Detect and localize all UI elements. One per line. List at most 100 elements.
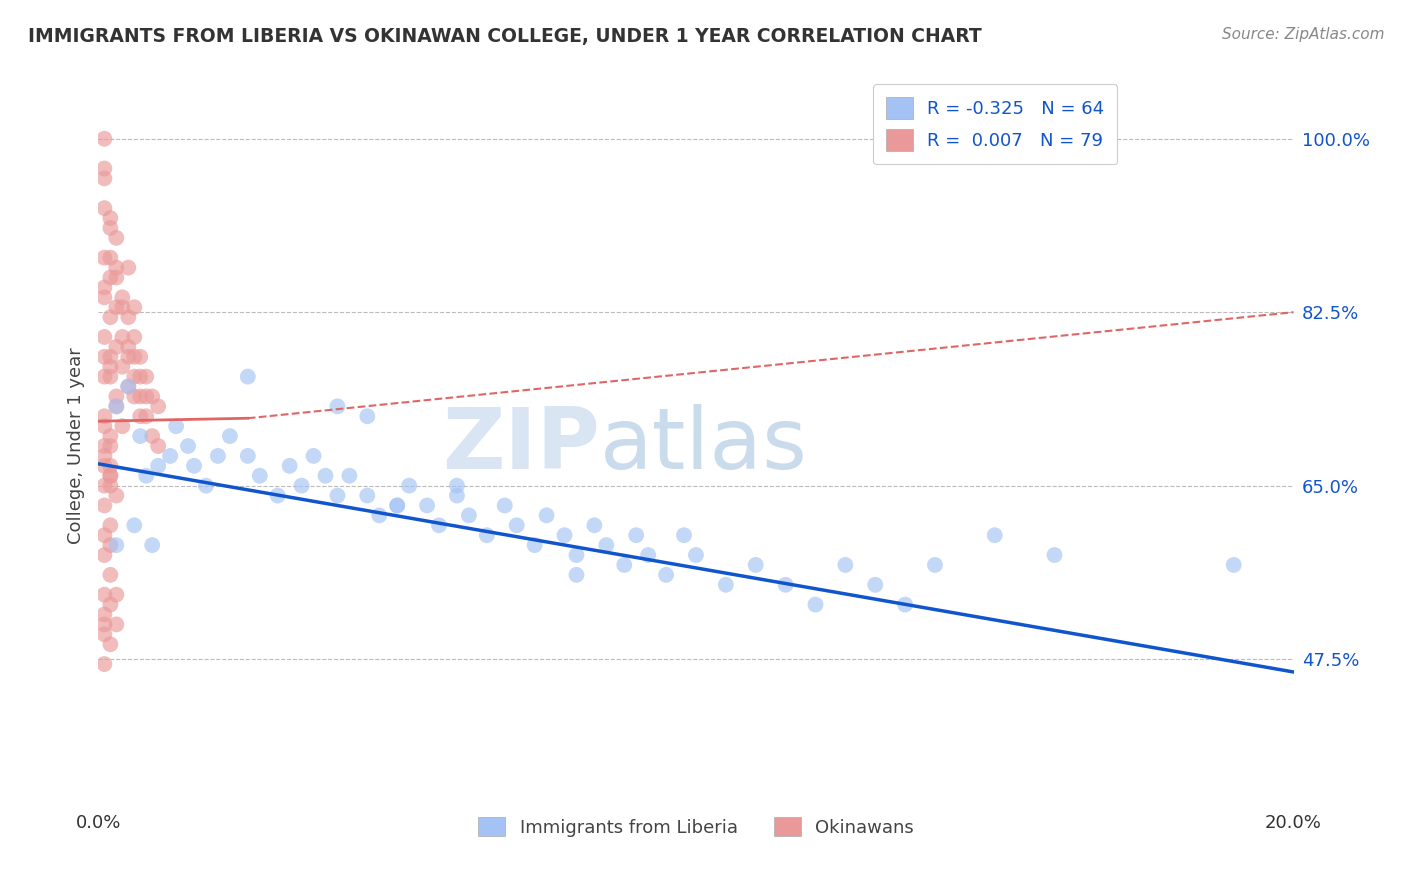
Point (117, 379, 139, 393)
Point (98, 468, 122, 483)
Point (249, 468, 271, 483)
Point (117, 379, 139, 393)
Point (135, 409, 157, 424)
Point (834, 558, 856, 572)
Point (685, 548, 707, 562)
Point (129, 429, 152, 443)
Point (98, 518, 122, 533)
Point (98, 567, 122, 582)
Point (219, 429, 242, 443)
Point (775, 578, 797, 592)
Point (302, 449, 325, 463)
Point (117, 340, 139, 354)
Point (124, 350, 146, 364)
Point (339, 468, 361, 483)
Point (894, 598, 917, 612)
Point (165, 419, 187, 434)
Point (93, 588, 115, 602)
Point (1043, 548, 1066, 562)
Point (865, 578, 887, 592)
Text: ZIP: ZIP (443, 404, 600, 488)
Point (93, 607, 115, 622)
Text: atlas: atlas (600, 404, 808, 488)
Point (93, 280, 115, 294)
Point (93, 330, 115, 344)
Text: IMMIGRANTS FROM LIBERIA VS OKINAWAN COLLEGE, UNDER 1 YEAR CORRELATION CHART: IMMIGRANTS FROM LIBERIA VS OKINAWAN COLL… (28, 27, 981, 45)
Point (129, 350, 152, 364)
Point (93, 290, 115, 304)
Point (117, 260, 139, 275)
Point (1223, 558, 1246, 572)
Point (207, 449, 229, 463)
Point (98, 458, 122, 473)
Point (124, 369, 146, 384)
Point (475, 528, 498, 542)
Point (565, 567, 588, 582)
Point (984, 528, 1007, 542)
Point (124, 330, 146, 344)
Point (583, 518, 606, 533)
Point (326, 400, 349, 414)
Point (93, 201, 115, 215)
Point (745, 558, 768, 572)
Point (135, 468, 157, 483)
Point (416, 499, 439, 513)
Point (523, 538, 546, 552)
Point (105, 588, 128, 602)
Point (98, 637, 122, 651)
Point (111, 300, 134, 314)
Point (93, 409, 115, 424)
Point (98, 251, 122, 265)
Point (129, 409, 152, 424)
Point (613, 558, 636, 572)
Point (105, 400, 128, 414)
Point (105, 231, 128, 245)
Point (124, 389, 146, 403)
Point (506, 518, 529, 533)
Point (105, 340, 128, 354)
Point (458, 508, 481, 523)
Point (195, 478, 218, 492)
Point (315, 468, 337, 483)
Point (124, 518, 146, 533)
Point (427, 518, 450, 533)
Point (93, 369, 115, 384)
Point (141, 429, 163, 443)
Point (93, 627, 115, 641)
Point (105, 489, 128, 503)
Point (637, 548, 659, 562)
Point (93, 419, 115, 434)
Point (98, 359, 122, 374)
Point (141, 389, 163, 403)
Point (326, 489, 349, 503)
Legend: Immigrants from Liberia, Okinawans: Immigrants from Liberia, Okinawans (471, 810, 921, 844)
Point (105, 400, 128, 414)
Point (98, 270, 122, 285)
Point (98, 221, 122, 235)
Point (98, 468, 122, 483)
Point (117, 310, 139, 325)
Point (595, 538, 617, 552)
Point (446, 489, 468, 503)
Point (804, 598, 827, 612)
Point (124, 300, 146, 314)
Point (111, 419, 134, 434)
Point (93, 458, 115, 473)
Point (105, 538, 128, 552)
Point (356, 409, 378, 424)
Point (93, 528, 115, 542)
Point (111, 359, 134, 374)
Point (93, 439, 115, 453)
Point (117, 350, 139, 364)
Point (129, 389, 152, 403)
Point (93, 449, 115, 463)
Point (98, 429, 122, 443)
Point (105, 617, 128, 632)
Point (356, 489, 378, 503)
Point (626, 528, 648, 542)
Point (565, 548, 588, 562)
Point (183, 458, 205, 473)
Point (93, 617, 115, 632)
Point (135, 389, 157, 403)
Point (368, 508, 391, 523)
